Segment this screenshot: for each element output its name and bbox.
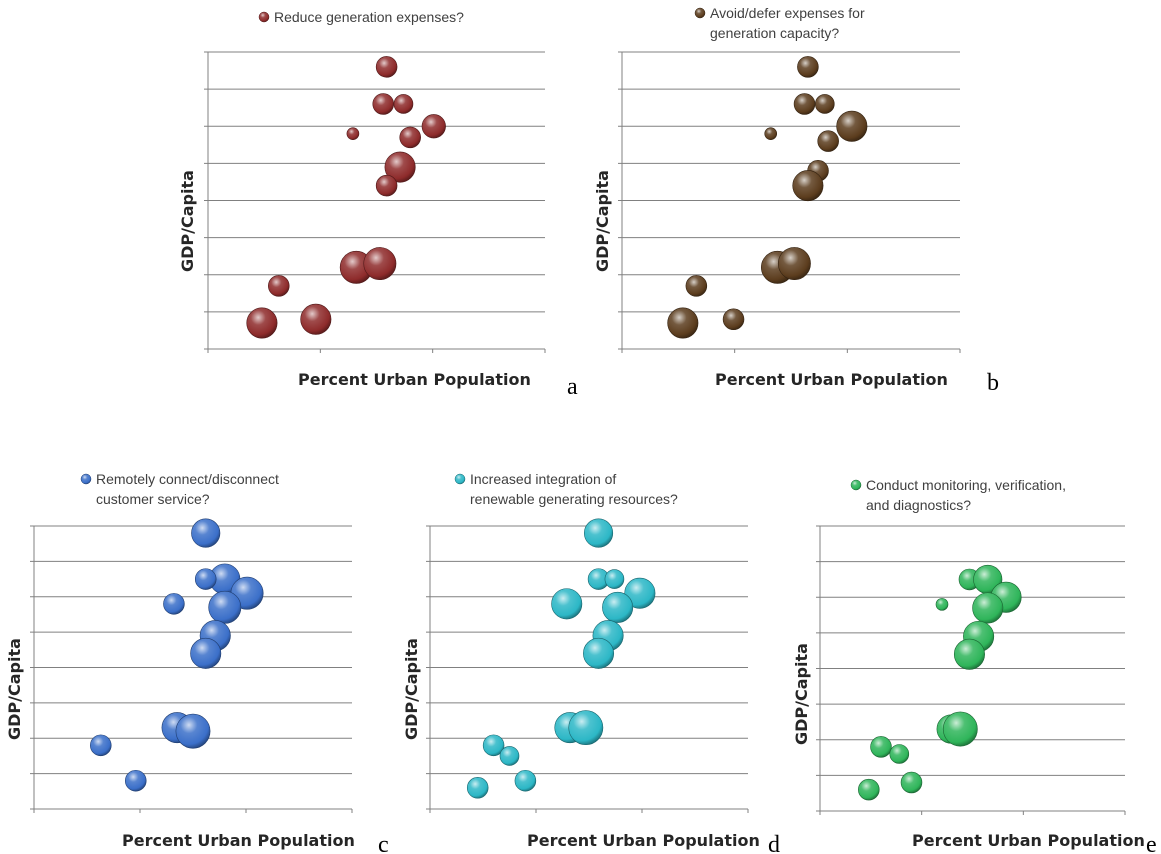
legend: Increased integration of renewable genera… <box>454 471 678 507</box>
y-axis-label: GDP/Capita <box>593 170 612 272</box>
data-bubble <box>870 736 892 758</box>
legend-label: Avoid/defer expenses for <box>710 5 865 21</box>
data-bubble <box>175 713 211 749</box>
data-bubble <box>604 569 625 589</box>
data-bubble <box>602 591 634 623</box>
legend: Reduce generation expenses? <box>258 9 464 25</box>
legend: Conduct monitoring, verification, and dia… <box>850 477 1066 513</box>
y-axis-label: GDP/Capita <box>402 638 421 740</box>
data-bubble <box>667 307 699 339</box>
legend: Remotely connect/disconnect customer serv… <box>80 471 279 507</box>
data-bubble <box>568 710 604 746</box>
data-bubble <box>466 777 489 799</box>
data-bubble <box>583 637 615 669</box>
data-bubble <box>191 518 221 548</box>
legend-marker <box>850 479 862 491</box>
data-bubble <box>792 170 824 202</box>
chart-panel-e: Conduct monitoring, verification, and dia… <box>792 477 1157 854</box>
data-bubble <box>246 307 278 339</box>
data-bubble <box>399 126 421 149</box>
data-bubble <box>583 518 614 548</box>
legend-label: renewable generating resources? <box>470 491 678 507</box>
data-bubble <box>300 303 332 335</box>
data-bubble <box>685 275 708 297</box>
data-bubble <box>793 93 816 115</box>
x-axis-label: Percent Urban Population <box>912 831 1145 850</box>
data-bubble <box>777 247 811 281</box>
data-bubble <box>190 637 222 669</box>
panel-letter: b <box>987 370 999 396</box>
data-bubble <box>942 711 978 747</box>
legend: Avoid/defer expenses for generation capac… <box>694 5 865 41</box>
data-bubble <box>722 308 745 331</box>
data-bubble <box>90 734 112 757</box>
legend-label: customer service? <box>96 491 210 507</box>
data-bubble <box>375 174 398 197</box>
legend-label: Conduct monitoring, verification, <box>866 477 1066 493</box>
panel-letter: e <box>1146 832 1157 854</box>
data-bubble <box>814 94 835 114</box>
x-axis-label: Percent Urban Population <box>298 370 531 389</box>
y-axis-label: GDP/Capita <box>178 170 197 272</box>
data-bubble <box>972 592 1004 624</box>
data-bubble <box>499 746 520 766</box>
panel-letter: d <box>768 832 780 854</box>
data-bubble <box>624 577 656 609</box>
data-bubble <box>817 130 839 152</box>
data-bubble <box>858 778 880 801</box>
legend-marker <box>258 11 270 23</box>
data-bubble <box>372 93 394 115</box>
x-axis-label: Percent Urban Population <box>122 831 355 850</box>
data-bubble <box>375 56 398 78</box>
data-bubble <box>953 638 985 670</box>
data-bubble <box>346 127 360 140</box>
y-axis-label: GDP/Capita <box>792 643 811 745</box>
data-bubble <box>163 593 185 615</box>
legend-label: and diagnostics? <box>866 497 971 513</box>
data-bubble <box>889 744 910 764</box>
data-bubble <box>268 275 290 297</box>
legend-label: Reduce generation expenses? <box>274 9 464 25</box>
data-bubble <box>208 590 242 624</box>
data-bubble <box>551 588 583 620</box>
y-axis-label: GDP/Capita <box>5 638 24 740</box>
data-bubble <box>836 110 868 142</box>
data-bubble <box>482 734 505 757</box>
data-bubble <box>514 769 537 792</box>
data-bubble <box>384 151 416 183</box>
data-bubble <box>393 94 414 114</box>
data-bubble <box>194 568 217 590</box>
legend-label: Remotely connect/disconnect <box>96 471 279 487</box>
data-bubble <box>363 247 397 281</box>
data-bubble <box>797 56 819 78</box>
legend-label: Increased integration of <box>470 471 616 487</box>
chart-panel-b: Avoid/defer expenses for generation capac… <box>593 5 999 396</box>
chart-panel-d: Increased integration of renewable genera… <box>402 471 780 854</box>
legend-label: generation capacity? <box>710 25 839 41</box>
data-bubble <box>900 771 923 794</box>
data-bubble <box>125 769 147 792</box>
panel-letter: a <box>567 374 578 400</box>
legend-marker <box>80 473 92 485</box>
x-axis-label: Percent Urban Population <box>715 370 948 389</box>
panel-letter: c <box>378 832 389 854</box>
legend-marker <box>454 473 466 485</box>
chart-panel-a: Reduce generation expenses? Percent Urban… <box>178 9 578 400</box>
chart-panel-c: Remotely connect/disconnect customer serv… <box>5 471 389 854</box>
data-bubble <box>421 114 446 139</box>
x-axis-label: Percent Urban Population <box>527 831 760 850</box>
legend-marker <box>694 7 706 19</box>
data-bubble <box>764 127 778 140</box>
data-bubble <box>935 598 949 611</box>
